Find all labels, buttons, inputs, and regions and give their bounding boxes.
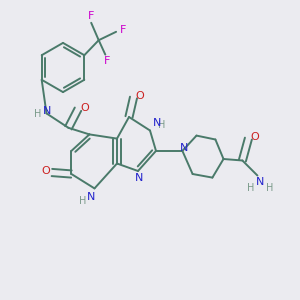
Text: F: F <box>87 11 94 21</box>
Text: O: O <box>250 132 260 142</box>
Text: N: N <box>256 177 265 187</box>
Text: N: N <box>180 143 188 153</box>
Text: H: H <box>158 119 166 130</box>
Text: H: H <box>34 109 42 119</box>
Text: O: O <box>80 103 89 113</box>
Text: H: H <box>266 183 274 193</box>
Text: N: N <box>87 192 96 202</box>
Text: F: F <box>103 56 110 66</box>
Text: N: N <box>135 172 144 183</box>
Text: H: H <box>79 196 86 206</box>
Text: N: N <box>43 106 51 116</box>
Text: O: O <box>136 91 145 101</box>
Text: F: F <box>119 25 126 35</box>
Text: N: N <box>152 118 161 128</box>
Text: O: O <box>41 166 50 176</box>
Text: H: H <box>247 183 254 193</box>
